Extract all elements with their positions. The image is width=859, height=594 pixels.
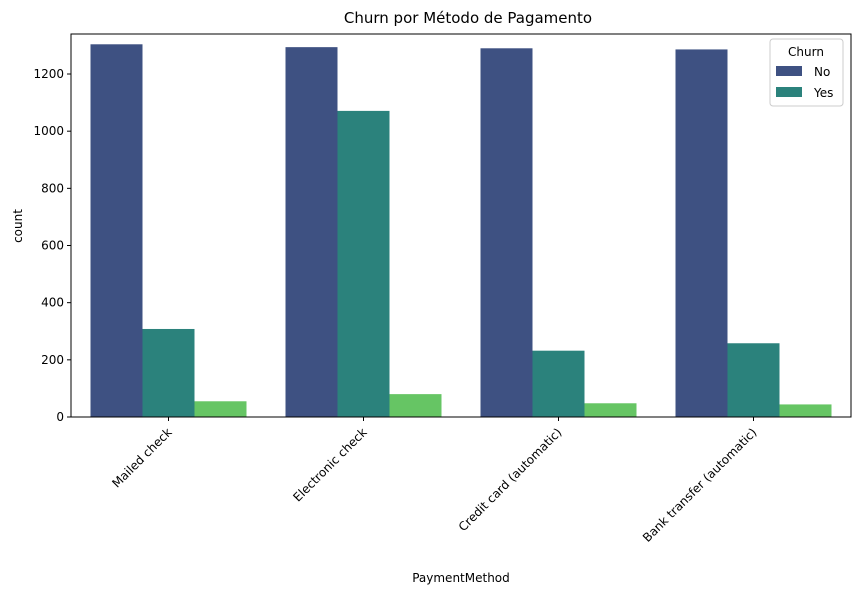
bar-series-1-category-0 xyxy=(142,328,195,417)
x-axis-label: PaymentMethod xyxy=(412,571,510,585)
bar-series-1-category-2 xyxy=(532,350,585,417)
x-axis: Mailed check Electronic check Credit card … xyxy=(109,417,760,545)
x-tick-label-3: Bank transfer (automatic) xyxy=(640,425,760,545)
bar-series-0-category-1 xyxy=(285,47,338,418)
x-tick-label-2: Credit card (automatic) xyxy=(456,425,565,534)
legend-swatch-no xyxy=(776,66,802,76)
bar-series-0-category-2 xyxy=(480,48,533,417)
bar-series-1-category-1 xyxy=(337,110,390,417)
bar-series-0-category-0 xyxy=(90,44,143,417)
plot-frame xyxy=(70,33,852,418)
y-tick-label-4: 800 xyxy=(41,181,64,195)
legend-label-no: No xyxy=(814,65,830,79)
x-tick-label-1: Electronic check xyxy=(290,425,369,504)
y-tick-label-2: 400 xyxy=(41,296,64,310)
legend-title: Churn xyxy=(788,45,824,59)
bar-series-2-category-3 xyxy=(779,404,832,417)
bar-series-1-category-3 xyxy=(727,343,780,417)
y-axis-label: count xyxy=(11,209,25,243)
bar-series-0-category-3 xyxy=(675,49,728,418)
y-tick-label-3: 600 xyxy=(41,239,64,253)
y-axis: 0 200 400 600 800 1000 1200 xyxy=(33,67,71,424)
legend: Churn No Yes xyxy=(769,38,844,107)
bar-series-2-category-0 xyxy=(194,401,247,417)
y-tick-label-5: 1000 xyxy=(33,124,64,138)
bars-group xyxy=(90,44,832,418)
y-tick-label-6: 1200 xyxy=(33,67,64,81)
x-tick-label-0: Mailed check xyxy=(109,425,174,490)
bar-series-2-category-1 xyxy=(389,394,442,417)
legend-label-yes: Yes xyxy=(813,86,833,100)
chart-title: Churn por Método de Pagamento xyxy=(344,9,592,27)
y-tick-label-1: 200 xyxy=(41,353,64,367)
legend-swatch-yes xyxy=(776,87,802,97)
bar-series-2-category-2 xyxy=(584,403,637,417)
y-tick-label-0: 0 xyxy=(56,410,64,424)
